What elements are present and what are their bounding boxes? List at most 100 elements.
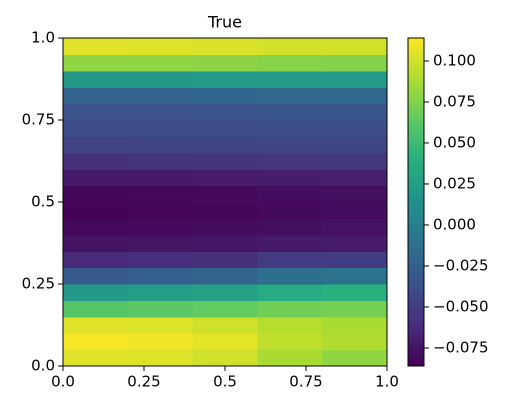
heatmap-cell [192, 38, 258, 55]
heatmap-cell [127, 349, 194, 367]
heatmap-cell [192, 103, 258, 121]
heatmap-cell [257, 251, 323, 269]
heatmap-cell [127, 38, 194, 55]
heatmap-cell [257, 202, 323, 219]
heatmap-cell [63, 185, 129, 203]
heatmap-cell [192, 70, 258, 88]
y-tick-label: 0.25 [22, 275, 55, 293]
heatmap-cell [322, 251, 388, 269]
heatmap-cell [127, 267, 194, 285]
heatmap-cell [63, 120, 129, 137]
colorbar-tick-label: −0.025 [433, 256, 489, 274]
x-tick-label: 0.75 [289, 373, 322, 391]
heatmap-cell [192, 234, 258, 252]
heatmap-cell [127, 202, 194, 219]
heatmap-cell [322, 284, 388, 301]
heatmap-cell [257, 185, 323, 203]
colorbar-tick-label: −0.075 [433, 338, 489, 356]
heatmap-cell [257, 87, 323, 105]
heatmap-cell [322, 349, 388, 367]
heatmap-cell [127, 284, 194, 301]
heatmap-cell [127, 300, 194, 318]
heatmap-cell [63, 169, 129, 187]
heatmap-cell [322, 218, 388, 236]
colorbar-tick-label: 0.000 [433, 215, 476, 233]
y-tick-label: 1.0 [31, 29, 55, 47]
heatmap-cell [192, 87, 258, 105]
heatmap-cell [257, 38, 323, 55]
colorbar-tick-label: 0.100 [433, 51, 476, 69]
heatmap-cell [63, 152, 129, 170]
heatmap-cell [257, 136, 323, 154]
heatmap-cell [192, 136, 258, 154]
heatmap-cell [257, 120, 323, 137]
heatmap-cell [63, 267, 129, 285]
heatmap-cell [127, 54, 194, 72]
heatmap-cell [63, 218, 129, 236]
heatmap-cell [192, 316, 258, 334]
heatmap-cell [192, 202, 258, 219]
heatmap-cell [63, 333, 129, 351]
colorbar-tick-label: 0.050 [433, 133, 476, 151]
heatmap-cell [63, 103, 129, 121]
heatmap-cell [63, 234, 129, 252]
heatmap-cells [63, 38, 388, 367]
heatmap-cell [127, 316, 194, 334]
heatmap-cell [322, 185, 388, 203]
heatmap-cell [322, 234, 388, 252]
heatmap-cell [322, 202, 388, 219]
heatmap-cell [192, 152, 258, 170]
heatmap-cell [322, 103, 388, 121]
heatmap-cell [127, 185, 194, 203]
heatmap-cell [257, 152, 323, 170]
heatmap-cell [192, 300, 258, 318]
heatmap-cell [257, 169, 323, 187]
heatmap-cell [257, 284, 323, 301]
heatmap-cell [192, 333, 258, 351]
y-tick-label: 0.75 [22, 111, 55, 129]
heatmap-cell [63, 87, 129, 105]
heatmap-cell [322, 38, 388, 55]
heatmap-cell [127, 333, 194, 351]
x-tick-label: 0.25 [127, 373, 160, 391]
heatmap-cell [322, 316, 388, 334]
x-tick-label: 0.5 [213, 373, 237, 391]
y-tick-label: 0.5 [31, 193, 55, 211]
heatmap-cell [192, 169, 258, 187]
heatmap-cell [127, 152, 194, 170]
heatmap-cell [257, 103, 323, 121]
heatmap-cell [127, 87, 194, 105]
colorbar-tick-label: −0.050 [433, 297, 489, 315]
heatmap-cell [127, 218, 194, 236]
colorbar-frame [407, 37, 425, 367]
heatmap-cell [63, 54, 129, 72]
heatmap-cell [63, 136, 129, 154]
heatmap-cell [322, 267, 388, 285]
chart-title: True [207, 13, 242, 32]
heatmap-cell [257, 54, 323, 72]
heatmap-cell [322, 120, 388, 137]
heatmap-cell [192, 218, 258, 236]
heatmap-cell [127, 120, 194, 137]
heatmap-cell [127, 234, 194, 252]
heatmap-cell [192, 251, 258, 269]
heatmap-cell [322, 136, 388, 154]
heatmap-cell [63, 300, 129, 318]
heatmap-cell [192, 54, 258, 72]
heatmap-cell [322, 169, 388, 187]
heatmap-cell [192, 185, 258, 203]
heatmap-cell [322, 87, 388, 105]
colorbar-tick-label: 0.025 [433, 174, 476, 192]
heatmap-cell [257, 333, 323, 351]
heatmap-cell [127, 251, 194, 269]
heatmap-cell [192, 284, 258, 301]
heatmap-cell [322, 70, 388, 88]
heatmap-cell [127, 136, 194, 154]
heatmap-cell [127, 169, 194, 187]
heatmap-cell [192, 349, 258, 367]
heatmap-cell [63, 284, 129, 301]
x-tick-label: 1.0 [375, 373, 399, 391]
heatmap-cell [257, 218, 323, 236]
heatmap-cell [63, 316, 129, 334]
